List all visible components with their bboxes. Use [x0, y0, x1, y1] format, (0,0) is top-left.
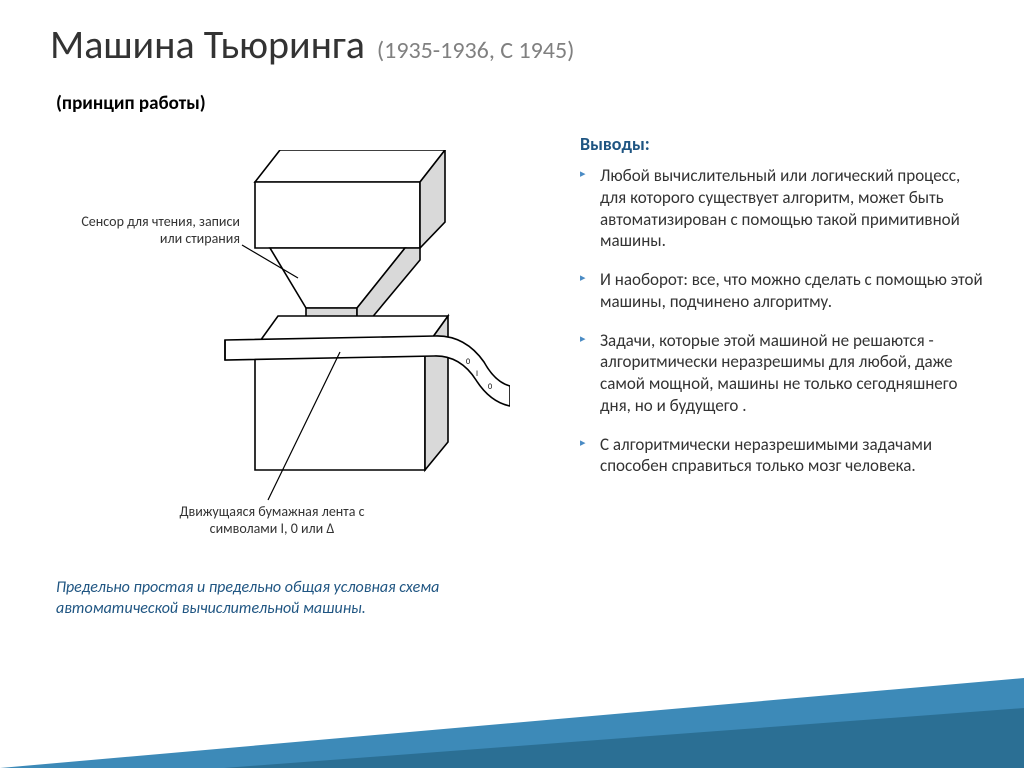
svg-text:0: 0 — [466, 357, 470, 367]
svg-text:I: I — [476, 369, 478, 379]
decoration-triangle-dark — [224, 708, 1024, 768]
list-item: Задачи, которые этой машиной не решаются… — [580, 330, 990, 417]
diagram-svg: 0 I 0 — [70, 150, 510, 550]
sensor-label: Сенсор для чтения, записи или стирания — [70, 214, 240, 248]
turing-machine-diagram: 0 I 0 Сенсор для чтения, записи или стир… — [70, 150, 510, 550]
title-years: (1935-1936, С 1945) — [377, 36, 575, 65]
svg-text:0: 0 — [488, 382, 492, 392]
list-item: И наоборот: все, что можно сделать с пом… — [580, 269, 990, 313]
title-main: Машина Тьюринга — [50, 20, 365, 69]
conclusions-list: Любой вычислительный или логический проц… — [580, 165, 990, 477]
conclusions-panel: Выводы: Любой вычислительный или логичес… — [580, 133, 990, 494]
diagram-caption: Предельно простая и предельно общая усло… — [56, 578, 516, 620]
list-item: Любой вычислительный или логический проц… — [580, 165, 990, 252]
conclusions-heading: Выводы: — [580, 133, 990, 155]
subtitle: (принцип работы) — [56, 92, 206, 115]
slide-title: Машина Тьюринга (1935-1936, С 1945) — [50, 20, 574, 69]
tape-label: Движущаяся бумажная лента с символами I,… — [162, 504, 382, 538]
list-item: С алгоритмически неразрешимыми задачами … — [580, 434, 990, 478]
